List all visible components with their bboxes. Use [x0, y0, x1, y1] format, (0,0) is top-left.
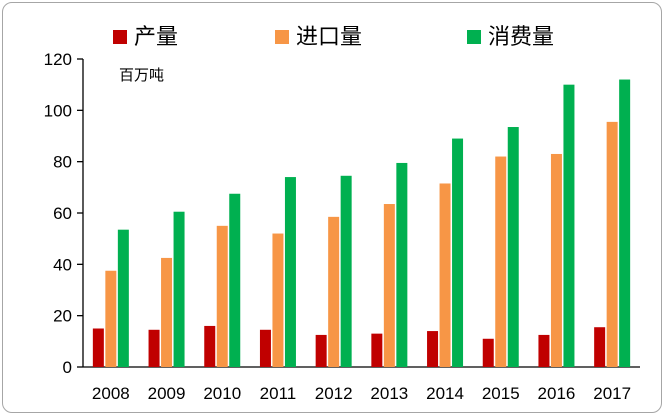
- y-tick-label: 120: [44, 50, 72, 69]
- bar: [371, 333, 383, 367]
- bar: [427, 331, 439, 367]
- y-tick-label: 0: [63, 358, 72, 377]
- y-tick-label: 40: [53, 255, 72, 274]
- bar: [117, 229, 129, 367]
- legend-swatch: [275, 30, 289, 44]
- bar: [315, 334, 327, 367]
- bar: [161, 257, 173, 367]
- bar: [606, 121, 618, 367]
- unit-label: 百万吨: [119, 66, 164, 84]
- x-tick-label: 2008: [92, 384, 130, 403]
- legend-swatch: [113, 30, 127, 44]
- bar: [284, 177, 296, 367]
- bar: [173, 211, 185, 367]
- x-axis: 2008 2009 2010 2011 2012 2013 2014 2015 2016 2017: [83, 366, 640, 403]
- bar: [594, 327, 606, 367]
- bar: [259, 329, 271, 367]
- bar: [563, 84, 575, 368]
- y-tick-label: 60: [53, 204, 72, 223]
- bar: [439, 183, 451, 367]
- legend-label: 进口量: [296, 25, 362, 50]
- bar: [148, 329, 160, 367]
- bar: [340, 175, 352, 367]
- x-tick-label: 2014: [426, 384, 464, 403]
- legend-label: 消费量: [488, 25, 554, 50]
- x-tick-label: 2013: [370, 384, 408, 403]
- bar: [328, 216, 340, 367]
- bar: [482, 338, 494, 367]
- legend-swatch: [467, 30, 481, 44]
- y-tick-label: 80: [53, 153, 72, 172]
- x-tick-label: 2010: [203, 384, 241, 403]
- bar: [229, 193, 241, 367]
- x-tick-label: 2017: [593, 384, 631, 403]
- bar: [507, 127, 519, 368]
- bar: [396, 162, 408, 367]
- bars: [92, 79, 631, 368]
- bar: [619, 79, 631, 368]
- x-tick-label: 2015: [482, 384, 520, 403]
- bar: [204, 325, 216, 367]
- bar: [452, 138, 464, 367]
- x-tick-label: 2009: [148, 384, 186, 403]
- bar: [216, 225, 228, 367]
- x-tick-label: 2012: [315, 384, 353, 403]
- bar: [538, 334, 550, 367]
- x-tick-label: 2016: [538, 384, 576, 403]
- x-tick-label: 2011: [260, 384, 297, 403]
- bar: [272, 233, 284, 367]
- y-tick-label: 20: [53, 307, 72, 326]
- y-tick-label: 100: [44, 101, 72, 120]
- bar: [495, 156, 507, 367]
- legend-label: 产量: [134, 25, 178, 50]
- bar: [550, 153, 562, 367]
- bar: [92, 328, 104, 367]
- y-axis: 0 20 40 60 80 100 120: [44, 50, 84, 377]
- legend: 产量 进口量 消费量: [113, 25, 554, 50]
- bar: [105, 270, 117, 367]
- bar: [383, 204, 395, 367]
